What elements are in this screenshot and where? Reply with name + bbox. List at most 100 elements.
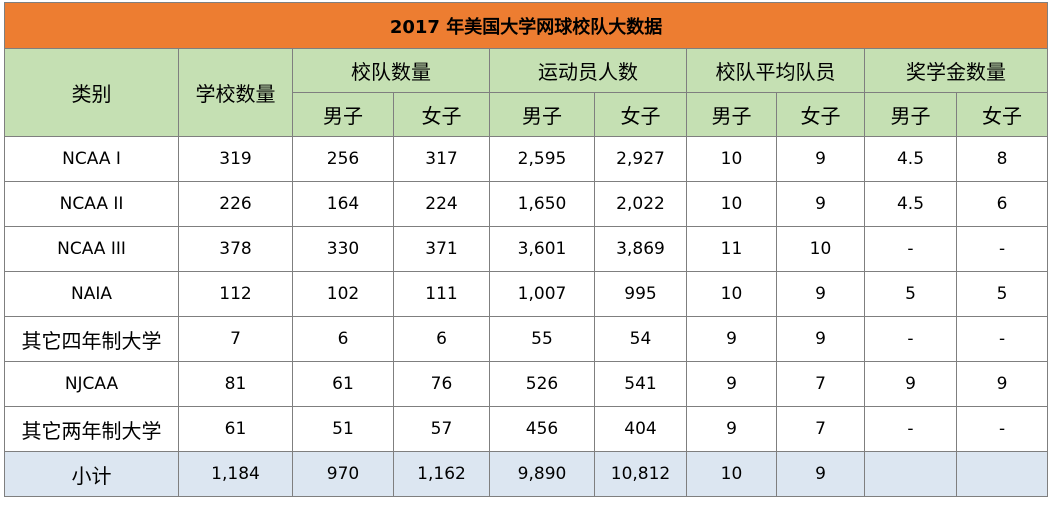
teams-men-cell[interactable]: 6: [292, 316, 394, 362]
athletes-men-cell[interactable]: 1,650: [489, 181, 595, 227]
sch-women-cell[interactable]: 9: [955, 361, 1049, 407]
athletes-men-cell[interactable]: 1,007: [489, 271, 595, 317]
teams-women-cell[interactable]: 76: [393, 361, 490, 407]
avg-men-cell[interactable]: 9: [686, 361, 777, 407]
sch-women-cell[interactable]: -: [955, 226, 1049, 272]
sch-women-cell[interactable]: -: [955, 316, 1049, 362]
athletes-men-cell[interactable]: 526: [489, 361, 595, 407]
teams-men-cell[interactable]: 102: [292, 271, 394, 317]
sch-women-cell[interactable]: -: [955, 406, 1049, 452]
table-row: NAIA 112 102 111 1,007 995 10 9 5 5: [4, 271, 1049, 317]
table-row: 其它两年制大学 61 51 57 456 404 9 7- -: [4, 406, 1049, 452]
category-cell[interactable]: NCAA I: [4, 136, 179, 182]
teams-women-cell[interactable]: 317: [393, 136, 490, 182]
total-athletes-men-cell[interactable]: 9,890: [489, 451, 595, 497]
avg-women-cell[interactable]: 9: [776, 316, 865, 362]
total-sch-men-cell[interactable]: [864, 451, 957, 497]
sch-women-cell[interactable]: 6: [955, 181, 1049, 227]
category-cell[interactable]: NAIA: [4, 271, 179, 317]
avg-men-cell[interactable]: 10: [686, 181, 777, 227]
teams-men-cell[interactable]: 330: [292, 226, 394, 272]
schools-cell[interactable]: 112: [178, 271, 293, 317]
schools-cell[interactable]: 7: [178, 316, 293, 362]
avg-men-cell[interactable]: 9: [686, 406, 777, 452]
teams-men-cell[interactable]: 164: [292, 181, 394, 227]
category-cell[interactable]: NCAA III: [4, 226, 179, 272]
athletes-women-cell[interactable]: 3,869: [594, 226, 687, 272]
schools-cell[interactable]: 81: [178, 361, 293, 407]
avg-women-cell[interactable]: 9: [776, 271, 865, 317]
teams-women-cell[interactable]: 224: [393, 181, 490, 227]
schools-cell[interactable]: 378: [178, 226, 293, 272]
header-team-count[interactable]: 校队数量: [292, 48, 490, 93]
sch-men-cell[interactable]: -: [864, 406, 957, 452]
header-teams-men[interactable]: 男子: [292, 92, 394, 137]
sch-men-cell[interactable]: 4.5: [864, 181, 957, 227]
athletes-women-cell[interactable]: 2,022: [594, 181, 687, 227]
teams-men-cell[interactable]: 51: [292, 406, 394, 452]
avg-men-cell[interactable]: 10: [686, 271, 777, 317]
header-category[interactable]: 类别: [4, 48, 179, 137]
table-title[interactable]: 2017 年美国大学网球校队大数据: [3, 2, 1049, 49]
total-category-cell[interactable]: 小计: [4, 451, 179, 497]
athletes-women-cell[interactable]: 54: [594, 316, 687, 362]
athletes-men-cell[interactable]: 456: [489, 406, 595, 452]
total-row: 小计 1,184 970 1,162 9,890 10,812 10 9: [4, 451, 1049, 497]
header-athlete-count[interactable]: 运动员人数: [489, 48, 687, 93]
schools-cell[interactable]: 61: [178, 406, 293, 452]
category-cell[interactable]: 其它四年制大学: [4, 316, 179, 362]
avg-women-cell[interactable]: 7: [776, 406, 865, 452]
total-sch-women-cell[interactable]: [955, 451, 1049, 497]
sch-men-cell[interactable]: -: [864, 226, 957, 272]
teams-women-cell[interactable]: 57: [393, 406, 490, 452]
avg-men-cell[interactable]: 10: [686, 136, 777, 182]
schools-cell[interactable]: 319: [178, 136, 293, 182]
category-cell[interactable]: NJCAA: [4, 361, 179, 407]
teams-women-cell[interactable]: 111: [393, 271, 490, 317]
header-avg-roster[interactable]: 校队平均队员: [686, 48, 865, 93]
teams-women-cell[interactable]: 6: [393, 316, 490, 362]
total-athletes-women-cell[interactable]: 10,812: [594, 451, 687, 497]
category-cell[interactable]: NCAA II: [4, 181, 179, 227]
header-avg-men[interactable]: 男子: [686, 92, 777, 137]
schools-cell[interactable]: 226: [178, 181, 293, 227]
athletes-women-cell[interactable]: 995: [594, 271, 687, 317]
header-sch-men[interactable]: 男子: [864, 92, 957, 137]
athletes-men-cell[interactable]: 55: [489, 316, 595, 362]
avg-men-cell[interactable]: 11: [686, 226, 777, 272]
header-teams-women[interactable]: 女子: [393, 92, 490, 137]
sch-men-cell[interactable]: 9: [864, 361, 957, 407]
total-schools-cell[interactable]: 1,184: [178, 451, 293, 497]
sch-men-cell[interactable]: 4.5: [864, 136, 957, 182]
avg-men-cell[interactable]: 9: [686, 316, 777, 362]
header-sch-women[interactable]: 女子: [955, 92, 1049, 137]
header-athletes-men[interactable]: 男子: [489, 92, 595, 137]
total-teams-men-cell[interactable]: 970: [292, 451, 394, 497]
athletes-women-cell[interactable]: 2,927: [594, 136, 687, 182]
total-avg-men-cell[interactable]: 10: [686, 451, 777, 497]
data-rows: NCAA I 319 256 317 2,595 2,927 10 9 4.5 8 NCAA II 2…: [4, 136, 1049, 452]
header-scholarships[interactable]: 奖学金数量: [863, 48, 1049, 93]
avg-women-cell[interactable]: 10: [776, 226, 865, 272]
athletes-women-cell[interactable]: 404: [594, 406, 687, 452]
header-school-count[interactable]: 学校数量: [178, 48, 293, 137]
avg-women-cell[interactable]: 7: [776, 361, 865, 407]
total-teams-women-cell[interactable]: 1,162: [393, 451, 490, 497]
sch-men-cell[interactable]: -: [864, 316, 957, 362]
sch-women-cell[interactable]: 5: [955, 271, 1049, 317]
athletes-men-cell[interactable]: 2,595: [489, 136, 595, 182]
sch-women-cell[interactable]: 8: [955, 136, 1049, 182]
table-row: NCAA II 226 164 224 1,650 2,022 10 9 4.5 6: [4, 181, 1049, 227]
teams-women-cell[interactable]: 371: [393, 226, 490, 272]
athletes-women-cell[interactable]: 541: [594, 361, 687, 407]
header-avg-women[interactable]: 女子: [776, 92, 865, 137]
avg-women-cell[interactable]: 9: [776, 136, 865, 182]
sch-men-cell[interactable]: 5: [864, 271, 957, 317]
category-cell[interactable]: 其它两年制大学: [4, 406, 179, 452]
teams-men-cell[interactable]: 61: [292, 361, 394, 407]
avg-women-cell[interactable]: 9: [776, 181, 865, 227]
header-athletes-women[interactable]: 女子: [594, 92, 687, 137]
athletes-men-cell[interactable]: 3,601: [489, 226, 595, 272]
teams-men-cell[interactable]: 256: [292, 136, 394, 182]
total-avg-women-cell[interactable]: 9: [776, 451, 865, 497]
